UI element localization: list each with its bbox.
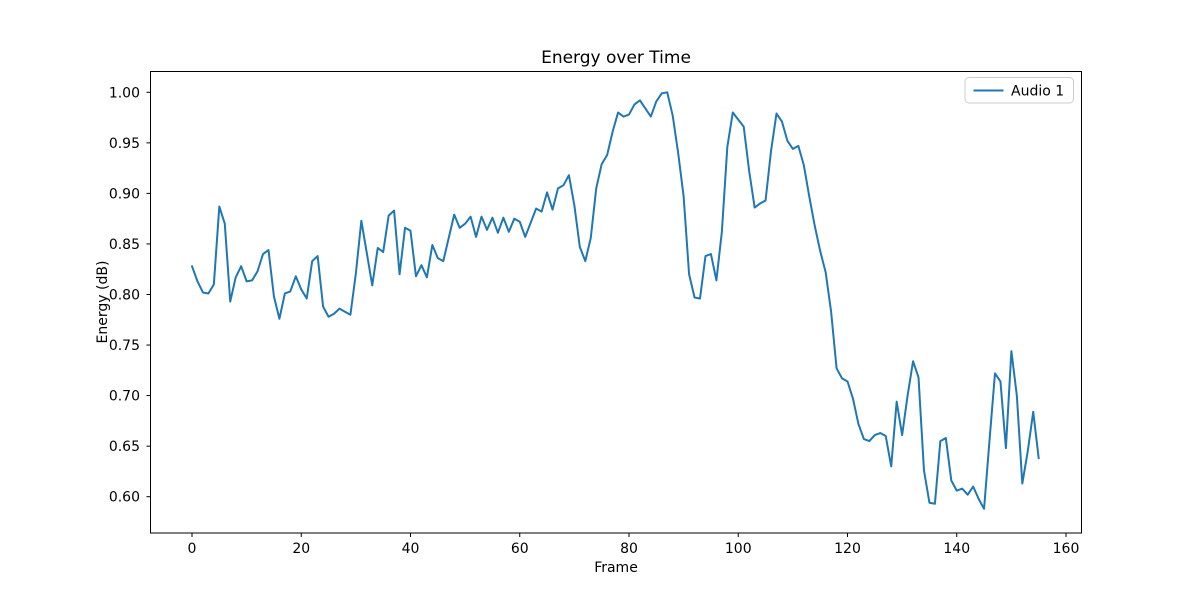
y-tick-label: 0.90 [109,186,140,202]
y-tick-label: 0.60 [109,490,140,506]
x-tick-label: 160 [1053,541,1080,557]
y-tick-label: 0.95 [109,136,140,152]
x-axis-label: Frame [594,560,638,576]
y-tick-label: 0.75 [109,338,140,354]
y-axis-label: Energy (dB) [95,261,111,344]
x-tick-label: 0 [188,541,197,557]
y-tick-label: 1.00 [109,85,140,101]
x-tick-label: 80 [620,541,638,557]
x-tick-label: 100 [725,541,752,557]
y-tick-label: 0.80 [109,288,140,304]
plot-border [150,71,1082,534]
x-tick-label: 140 [943,541,970,557]
legend-label: Audio 1 [1011,84,1064,100]
legend-frame [964,77,1074,104]
x-tick-label: 20 [292,541,310,557]
x-tick-label: 120 [834,541,861,557]
chart-title: Energy over Time [541,48,691,68]
x-axis-ticks: 0 20 40 60 80 100 120 140 160 [188,533,1080,557]
legend: Audio 1 [964,77,1074,104]
y-tick-label: 0.85 [109,237,140,253]
x-tick-label: 60 [511,541,529,557]
y-tick-label: 0.65 [109,439,140,455]
energy-line [191,91,1040,510]
y-axis-ticks: 0.60 0.65 0.70 0.75 0.80 0.85 0.90 0.95 1.00 [109,85,151,506]
x-tick-label: 40 [402,541,420,557]
y-tick-label: 0.70 [109,389,140,405]
